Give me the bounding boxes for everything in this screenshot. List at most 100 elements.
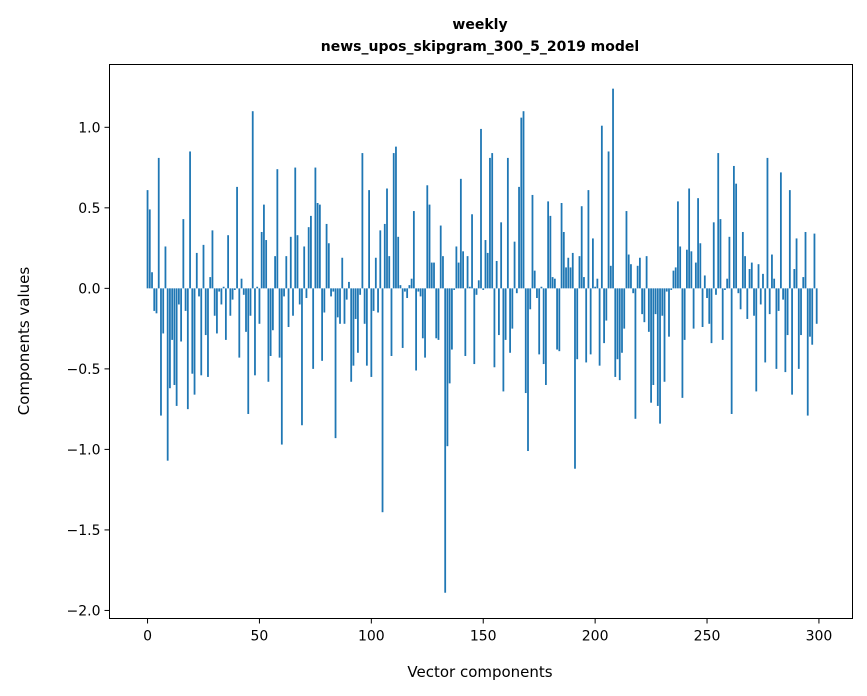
bar-176: [540, 286, 543, 289]
bar-194: [580, 206, 583, 289]
bar-278: [768, 288, 771, 315]
bar-107: [386, 188, 388, 289]
bar-228: [656, 288, 659, 406]
bar-181: [551, 277, 554, 289]
bar-158: [500, 222, 503, 289]
bar-190: [571, 252, 574, 289]
bar-101: [372, 288, 375, 311]
bar-126: [428, 204, 431, 289]
bar-222: [643, 288, 646, 323]
bar-221: [641, 288, 644, 315]
bar-17: [184, 288, 187, 311]
bar-134: [446, 288, 449, 447]
bar-121: [417, 288, 420, 292]
bar-130: [437, 288, 440, 340]
bar-200: [594, 286, 597, 289]
bar-97: [363, 288, 366, 324]
x-tick-label: 100: [358, 629, 385, 645]
bar-8: [164, 246, 167, 289]
bar-66: [294, 167, 297, 289]
bar-248: [701, 288, 704, 328]
bar-19: [189, 151, 191, 289]
bar-115: [404, 288, 406, 292]
bar-89: [345, 288, 348, 300]
bar-59: [278, 288, 281, 358]
bar-219: [636, 265, 639, 289]
bar-132: [442, 256, 444, 289]
bar-23: [198, 288, 200, 297]
bar-31: [216, 288, 218, 334]
bar-138: [455, 246, 458, 289]
bar-22: [195, 252, 198, 289]
bar-225: [650, 288, 652, 403]
bar-118: [410, 278, 413, 289]
bar-147: [475, 288, 478, 295]
bar-32: [218, 288, 221, 292]
bar-257: [721, 288, 724, 340]
bar-298: [813, 233, 816, 289]
bar-269: [748, 269, 751, 289]
bar-2: [151, 272, 153, 289]
bar-239: [681, 288, 684, 398]
bar-162: [509, 288, 511, 353]
bar-133: [444, 288, 447, 593]
bars-group: [146, 88, 818, 593]
bar-258: [724, 288, 726, 290]
bar-96: [361, 153, 364, 289]
bar-185: [560, 203, 563, 289]
bar-167: [520, 117, 523, 289]
bar-235: [672, 270, 675, 289]
bar-3: [153, 288, 156, 311]
bar-135: [448, 288, 451, 384]
bar-11: [171, 288, 174, 340]
bar-117: [408, 285, 411, 289]
bar-78: [321, 288, 324, 361]
bar-268: [746, 288, 749, 319]
y-tick-label: −2.0: [67, 603, 101, 619]
bar-159: [502, 288, 505, 392]
bar-256: [719, 219, 722, 289]
bar-265: [739, 288, 742, 310]
bar-83: [332, 288, 335, 292]
bar-72: [307, 227, 310, 289]
bar-140: [459, 178, 462, 289]
bar-70: [303, 246, 306, 289]
bar-79: [323, 288, 326, 313]
bar-291: [797, 288, 800, 369]
bar-247: [699, 243, 702, 289]
bar-289: [793, 269, 796, 289]
bar-77: [318, 204, 321, 289]
bar-263: [735, 183, 738, 289]
bar-6: [160, 288, 162, 416]
bar-112: [397, 236, 400, 289]
ticks-group: 0 50 100 150 200 250 300 −2.0 −1.5 −1.0 −0.5 0.0 0.5…: [67, 120, 833, 644]
y-tick-label: 0.0: [78, 281, 100, 297]
bar-41: [238, 288, 241, 358]
bar-93: [354, 288, 357, 319]
bar-297: [811, 288, 814, 345]
x-axis-label: Vector components: [407, 663, 552, 681]
bar-233: [668, 288, 670, 337]
bar-296: [809, 288, 811, 337]
bar-14: [177, 288, 180, 305]
bar-173: [533, 270, 536, 289]
bar-182: [553, 278, 556, 289]
bar-255: [717, 153, 720, 289]
bar-184: [558, 288, 561, 352]
bar-137: [453, 288, 456, 290]
bar-99: [368, 190, 370, 289]
bar-224: [647, 288, 650, 332]
bar-100: [370, 288, 373, 377]
bar-116: [406, 288, 409, 299]
bar-44: [245, 288, 247, 332]
bar-128: [433, 262, 435, 289]
bar-170: [527, 288, 529, 452]
bar-232: [665, 288, 668, 292]
bar-245: [694, 262, 697, 289]
bar-122: [419, 288, 422, 297]
bar-120: [415, 288, 417, 371]
bar-249: [703, 275, 706, 289]
bar-288: [791, 288, 793, 395]
bar-151: [484, 240, 487, 289]
